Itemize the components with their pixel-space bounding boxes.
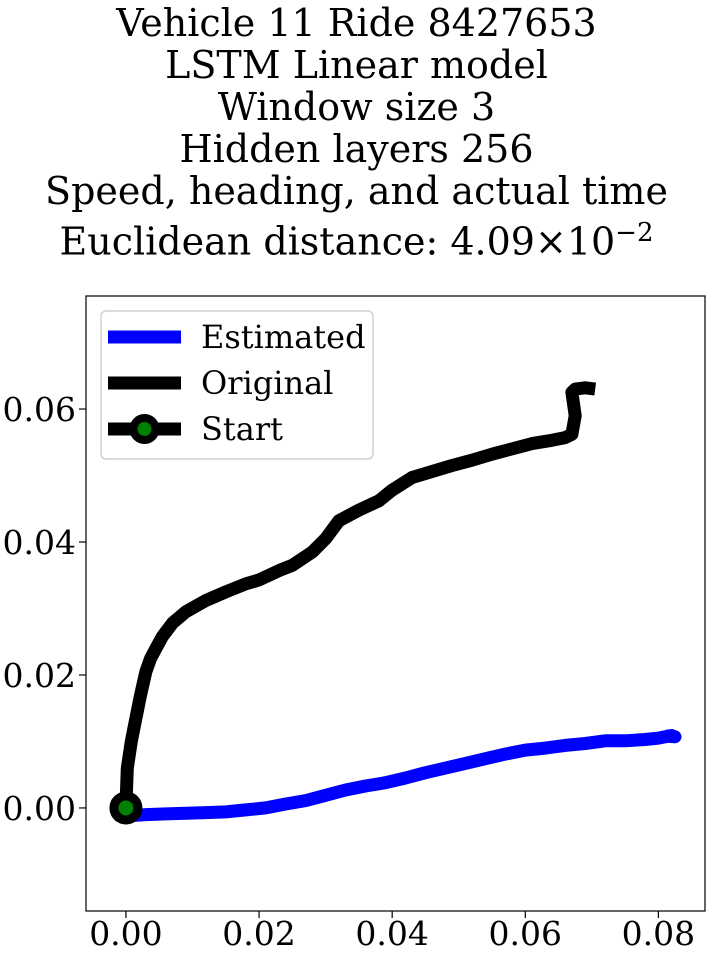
title-line: LSTM Linear model	[165, 43, 548, 87]
title-distance-times: ×	[534, 219, 567, 264]
legend: Estimated Original Start	[100, 310, 374, 460]
y-tick-label: 0.04	[3, 523, 76, 562]
x-tick-label: 0.06	[489, 914, 562, 953]
start-marker	[109, 791, 143, 825]
title-distance-exponent: −2	[615, 218, 654, 248]
y-tick-label: 0.02	[3, 656, 76, 695]
ticks-layer: 0.00 0.02 0.04 0.06 0.08 0.00 0.02 0.04 0.06	[3, 390, 696, 953]
series-layer	[109, 381, 682, 825]
chart-title: Vehicle 11 Ride 8427653 LSTM Linear mode…	[0, 2, 713, 263]
title-distance-line: Euclidean distance: 4.09×10−2	[0, 212, 713, 263]
title-line: Vehicle 11 Ride 8427653	[116, 1, 597, 45]
x-tick-label: 0.04	[355, 914, 428, 953]
y-tick-label: 0.00	[3, 789, 76, 828]
x-tick-label: 0.02	[222, 914, 295, 953]
title-line: Hidden layers 256	[179, 127, 534, 171]
original-series-line	[119, 381, 597, 809]
x-tick-label: 0.00	[89, 914, 162, 953]
legend-estimated-label: Estimated	[201, 318, 366, 356]
estimated-series-line	[115, 729, 682, 823]
title-distance-base: 10	[566, 219, 616, 264]
title-line: Speed, heading, and actual time	[45, 169, 668, 213]
legend-original-label: Original	[201, 364, 333, 402]
y-tick-label: 0.06	[3, 390, 76, 429]
plot-frame	[85, 295, 706, 912]
x-tick-label: 0.08	[622, 914, 695, 953]
title-line: Window size 3	[217, 85, 496, 129]
legend-box	[100, 310, 374, 460]
title-distance-mantissa: 4.09	[450, 219, 535, 264]
legend-start-label: Start	[201, 410, 283, 448]
legend-start-marker	[129, 414, 160, 444]
title-distance-prefix: Euclidean distance:	[59, 219, 451, 264]
